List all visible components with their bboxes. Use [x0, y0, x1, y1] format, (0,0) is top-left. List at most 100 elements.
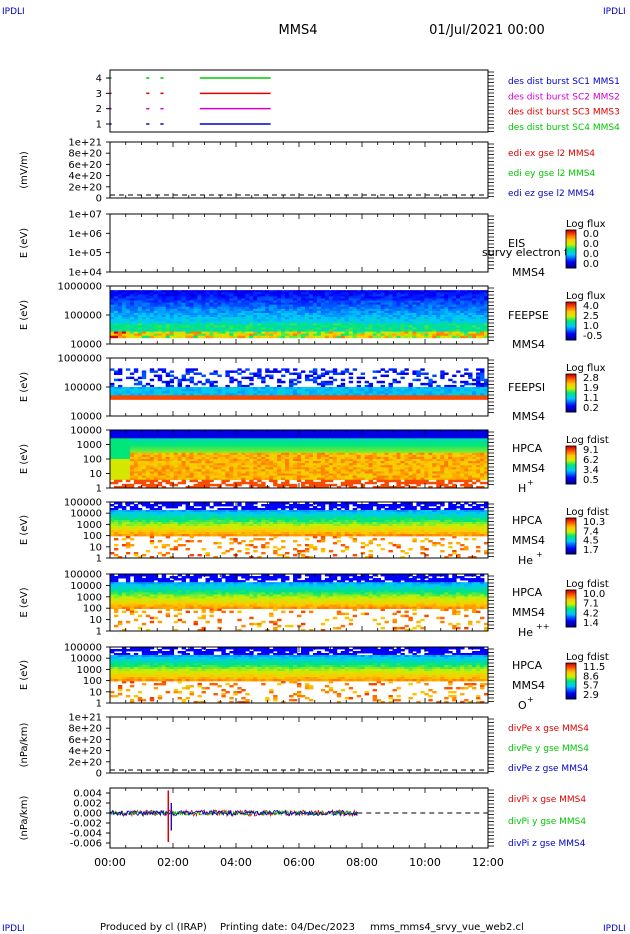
spectrogram-cell — [452, 333, 457, 337]
spectrogram-cell — [316, 475, 322, 479]
spectrogram-cell — [452, 329, 457, 332]
spectrogram-cell — [336, 335, 342, 339]
spectrogram-cell — [125, 387, 131, 390]
spectrogram-cell — [300, 300, 306, 303]
spectrogram-cell — [189, 485, 194, 489]
spectrogram-cell — [205, 331, 210, 335]
spectrogram-cell — [229, 436, 234, 439]
spectrogram-cell — [181, 481, 186, 485]
spectrogram-cell — [297, 315, 302, 318]
spectrogram-cell — [273, 387, 278, 390]
spectrogram-cell — [185, 317, 190, 320]
spectrogram-cell — [121, 292, 127, 295]
spectrogram-cell — [165, 294, 171, 297]
spectrogram-cell — [157, 374, 163, 378]
spectrogram-cell — [424, 317, 429, 320]
spectrogram-cell — [221, 463, 226, 466]
spectrogram-cell — [464, 372, 469, 375]
spectrogram-cell — [129, 475, 135, 479]
spectrogram-cell — [356, 312, 362, 316]
spectrogram-cell — [320, 372, 326, 375]
spectrogram-cell — [300, 387, 306, 390]
footer-file: mms_mms4_srvy_vue_web2.cl — [370, 922, 524, 933]
spectrogram-cell — [297, 465, 302, 468]
colorbar-cell — [566, 254, 576, 256]
spectrogram-cell — [340, 333, 346, 337]
spectrogram-cell — [121, 312, 127, 316]
spectrogram-cell — [476, 315, 481, 318]
spectrogram-cell — [125, 294, 131, 297]
spectrogram-cell — [392, 298, 397, 301]
spectrogram-cell — [209, 467, 214, 470]
spectrogram-cell — [169, 442, 175, 445]
spectrogram-cell — [308, 290, 314, 293]
spectrogram-cell — [289, 463, 294, 466]
spectrogram-cell — [121, 471, 127, 474]
spectrogram-cell — [440, 372, 445, 375]
spectrogram-cell — [165, 452, 171, 456]
spectrogram-cell — [344, 370, 350, 373]
spectrogram-cell — [245, 391, 250, 394]
spectrogram-cell — [269, 444, 274, 447]
spectrogram-cell — [408, 321, 413, 324]
spectrogram-cell — [285, 306, 290, 310]
spectrogram-cell — [328, 292, 334, 295]
spectrogram-cell — [249, 302, 254, 306]
spectrogram-cell — [185, 471, 190, 474]
spectrogram-cell — [113, 461, 119, 464]
spectrogram-cell — [209, 434, 214, 437]
spectrogram-cell — [113, 434, 119, 437]
spectrogram-cell — [344, 317, 350, 320]
spectrogram-cell — [221, 387, 226, 390]
spectrogram-cell — [241, 393, 246, 396]
spectrogram-cell — [261, 436, 266, 439]
spectrogram-cell — [293, 329, 298, 332]
spectrogram-cell — [344, 327, 350, 330]
spectrogram-cell — [245, 304, 250, 308]
spectrogram-cell — [253, 448, 258, 452]
spectrogram-cell — [185, 469, 190, 472]
spectrogram-cell — [289, 442, 294, 445]
spectrogram-cell — [253, 459, 258, 462]
spectrogram-cell — [161, 442, 167, 445]
spectrogram-cell — [189, 387, 194, 390]
spectrogram-cell — [125, 321, 131, 324]
spectrogram-cell — [416, 389, 421, 392]
spectrogram-cell — [145, 432, 151, 435]
series-label: edi ez gse l2 MMS4 — [508, 189, 595, 199]
spectrogram-cell — [129, 321, 135, 324]
spectrogram-cell — [312, 469, 318, 472]
spectrogram-cell — [424, 333, 429, 337]
spectrogram-cell — [181, 378, 186, 382]
spectrogram-cell — [165, 397, 171, 400]
spectrogram-cell — [261, 446, 266, 450]
spectrogram-cell — [189, 438, 194, 441]
spectrogram-cell — [400, 315, 405, 318]
colorbar-cell — [566, 243, 576, 246]
spectrogram-cell — [201, 296, 206, 299]
spectrogram-cell — [257, 459, 262, 462]
spectrogram-cell — [293, 308, 298, 312]
spectrogram-cell — [336, 302, 342, 306]
spectrogram-cell — [352, 292, 358, 295]
spectrogram-cell — [285, 397, 290, 400]
spectrogram-cell — [277, 333, 282, 337]
spectrogram-cell — [436, 391, 441, 394]
spectrogram-cell — [213, 308, 218, 312]
spectrogram-cell — [348, 395, 354, 398]
spectrogram-cell — [185, 448, 190, 452]
spectrogram-cell — [149, 450, 155, 454]
spectrogram-cell — [261, 310, 266, 314]
spectrogram-cell — [261, 459, 266, 462]
spectrogram-cell — [324, 461, 330, 464]
spectrogram-cell — [177, 389, 183, 392]
spectrogram-cell — [316, 304, 322, 308]
colorbar-cell — [566, 312, 576, 314]
spectrogram-cell — [117, 296, 123, 299]
spectrogram-cell — [129, 327, 135, 330]
spectrogram-cell — [304, 450, 310, 454]
spectrogram-cell — [281, 448, 286, 452]
spectrogram-cell — [404, 296, 409, 299]
spectrogram-cell — [320, 308, 326, 312]
spectrogram-cell — [197, 335, 202, 339]
